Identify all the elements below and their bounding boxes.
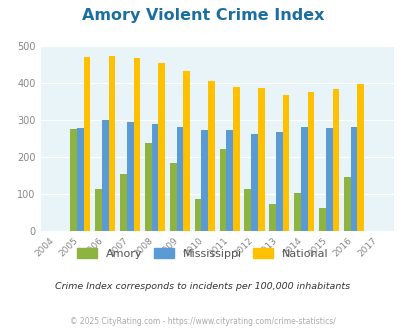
Bar [120,175,126,231]
Bar [244,189,251,231]
Bar [269,204,275,231]
Bar [109,56,115,231]
Bar [194,199,201,231]
Bar [158,63,165,231]
Bar [151,124,158,231]
Bar [318,209,325,231]
Bar [294,193,300,231]
Bar [300,127,307,231]
Bar [325,128,332,231]
Text: Crime Index corresponds to incidents per 100,000 inhabitants: Crime Index corresponds to incidents per… [55,282,350,291]
Legend: Amory, Mississippi, National: Amory, Mississippi, National [77,248,328,259]
Bar [251,134,257,231]
Bar [95,189,102,231]
Bar [282,95,289,231]
Bar [232,87,239,231]
Bar [208,81,214,231]
Bar [350,127,356,231]
Bar [201,130,208,231]
Bar [126,122,133,231]
Bar [169,163,176,231]
Bar [343,177,350,231]
Bar [176,127,183,231]
Bar [102,120,109,231]
Bar [83,57,90,231]
Bar [356,84,363,231]
Bar [133,58,140,231]
Bar [70,129,77,231]
Bar [226,130,232,231]
Text: © 2025 CityRating.com - https://www.cityrating.com/crime-statistics/: © 2025 CityRating.com - https://www.city… [70,317,335,326]
Bar [275,132,282,231]
Bar [257,88,264,231]
Bar [77,127,83,231]
Bar [183,71,190,231]
Text: Amory Violent Crime Index: Amory Violent Crime Index [81,8,324,23]
Bar [307,92,313,231]
Bar [145,143,151,231]
Bar [332,89,339,231]
Bar [219,149,226,231]
